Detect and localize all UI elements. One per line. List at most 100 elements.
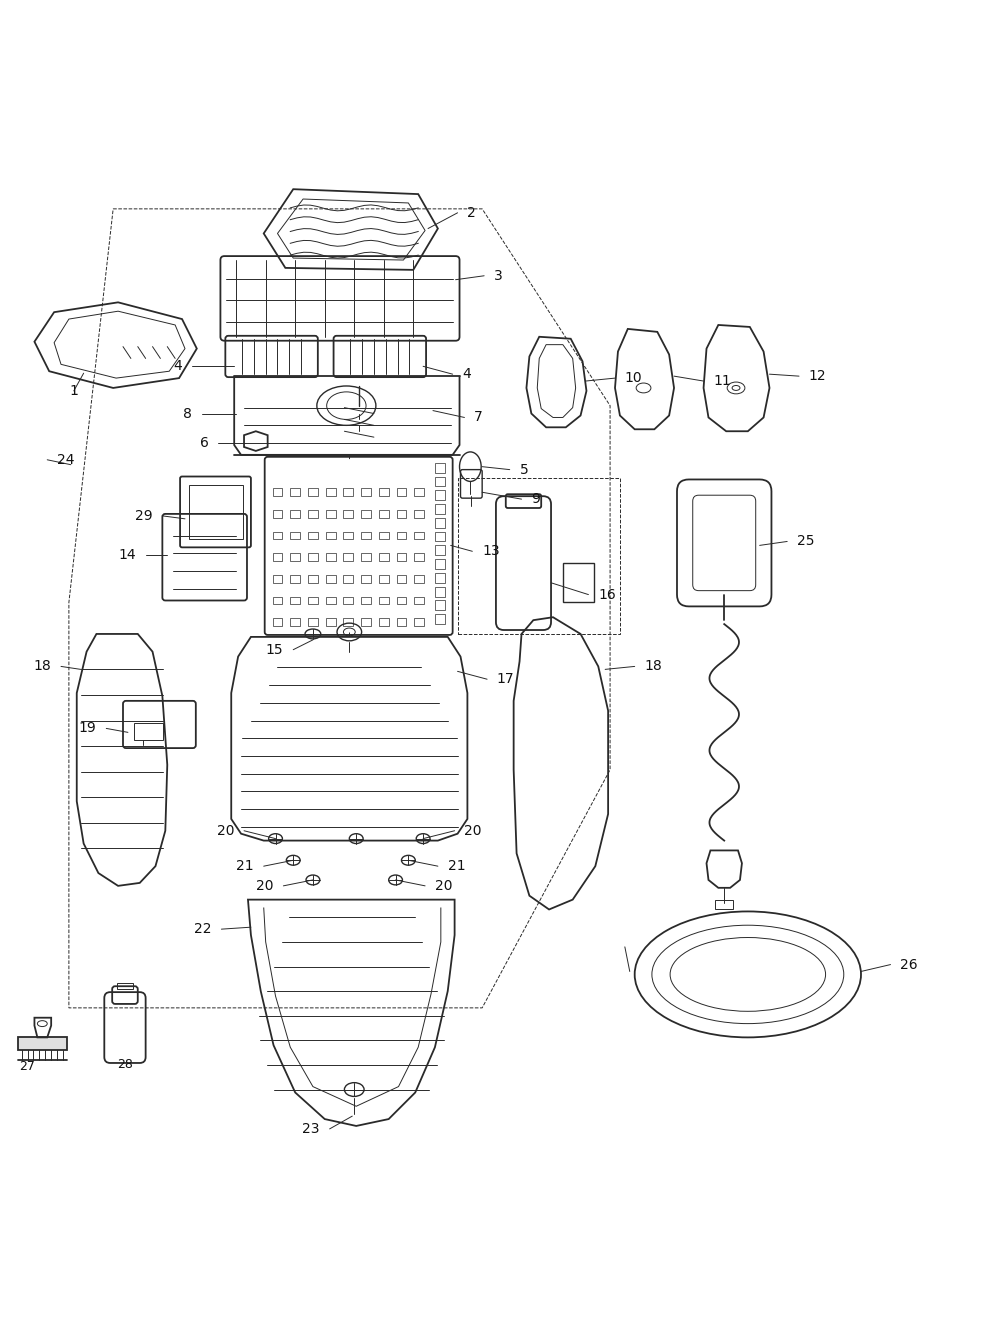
Bar [290,576,300,582]
Bar [290,532,300,540]
Bar [397,488,406,496]
Bar [343,576,353,582]
Text: 5: 5 [520,463,528,476]
Text: 18: 18 [33,659,51,673]
Bar [326,618,336,626]
Bar [414,509,424,517]
Bar [435,491,445,500]
Bar [134,722,163,741]
Bar [397,509,406,517]
Bar [361,597,371,605]
Bar [414,597,424,605]
Text: 20: 20 [216,824,234,837]
Bar [414,618,424,626]
Bar [273,597,282,605]
Bar [435,614,445,624]
Text: 20: 20 [256,878,274,893]
Bar [435,504,445,513]
Text: 4: 4 [173,360,182,373]
Bar [435,560,445,569]
Bar [308,618,318,626]
Bar [273,532,282,540]
Bar [397,532,406,540]
Text: 13: 13 [482,544,500,558]
Bar [117,983,133,990]
Bar [435,545,445,556]
Text: 20: 20 [435,878,453,893]
Bar [343,597,353,605]
Text: 24: 24 [57,452,75,467]
Bar [361,576,371,582]
Bar [563,564,594,602]
Bar [361,553,371,561]
Bar [343,618,353,626]
Bar [379,509,389,517]
Bar [343,532,353,540]
Bar [435,463,445,472]
Bar [397,618,406,626]
Bar [435,586,445,597]
Text: 29: 29 [135,509,153,523]
Bar [273,488,282,496]
Bar [414,553,424,561]
Bar [343,488,353,496]
Bar [326,576,336,582]
Bar [308,576,318,582]
Text: 22: 22 [194,922,212,937]
Bar [308,488,318,496]
Bar [715,900,733,909]
Bar [397,553,406,561]
Bar [435,601,445,610]
Text: 17: 17 [497,672,515,687]
Text: 12: 12 [809,369,827,384]
Bar [435,476,445,487]
Text: 6: 6 [200,437,209,450]
Bar [379,488,389,496]
Bar [361,618,371,626]
Bar [343,509,353,517]
Text: 25: 25 [797,534,815,549]
Bar [326,597,336,605]
Bar [326,488,336,496]
Bar [308,553,318,561]
Text: 10: 10 [625,372,643,385]
Bar [379,532,389,540]
Bar [308,532,318,540]
Bar [361,532,371,540]
Text: 15: 15 [266,643,283,656]
Text: 8: 8 [183,406,192,421]
Text: 7: 7 [474,410,483,425]
Text: 2: 2 [467,206,476,220]
Bar [326,532,336,540]
Bar [397,597,406,605]
Text: 20: 20 [464,824,482,837]
Bar [290,509,300,517]
Bar [273,618,282,626]
Text: 23: 23 [302,1122,320,1136]
Text: 4: 4 [462,368,471,381]
Text: 14: 14 [118,548,136,562]
Bar [273,509,282,517]
Text: 19: 19 [79,721,96,736]
Text: 1: 1 [69,384,79,398]
Bar [290,488,300,496]
Bar [189,486,243,540]
Bar [379,553,389,561]
Bar [308,597,318,605]
Bar [379,618,389,626]
Bar [435,573,445,582]
Text: 27: 27 [20,1061,35,1073]
Bar [379,576,389,582]
Bar [361,488,371,496]
Polygon shape [18,1037,67,1050]
Bar [397,576,406,582]
Text: 21: 21 [448,859,465,873]
Bar [290,597,300,605]
Bar [414,532,424,540]
Bar [308,509,318,517]
Bar [273,553,282,561]
Bar [343,553,353,561]
Bar [435,532,445,541]
Bar [414,488,424,496]
Text: 28: 28 [117,1058,133,1072]
